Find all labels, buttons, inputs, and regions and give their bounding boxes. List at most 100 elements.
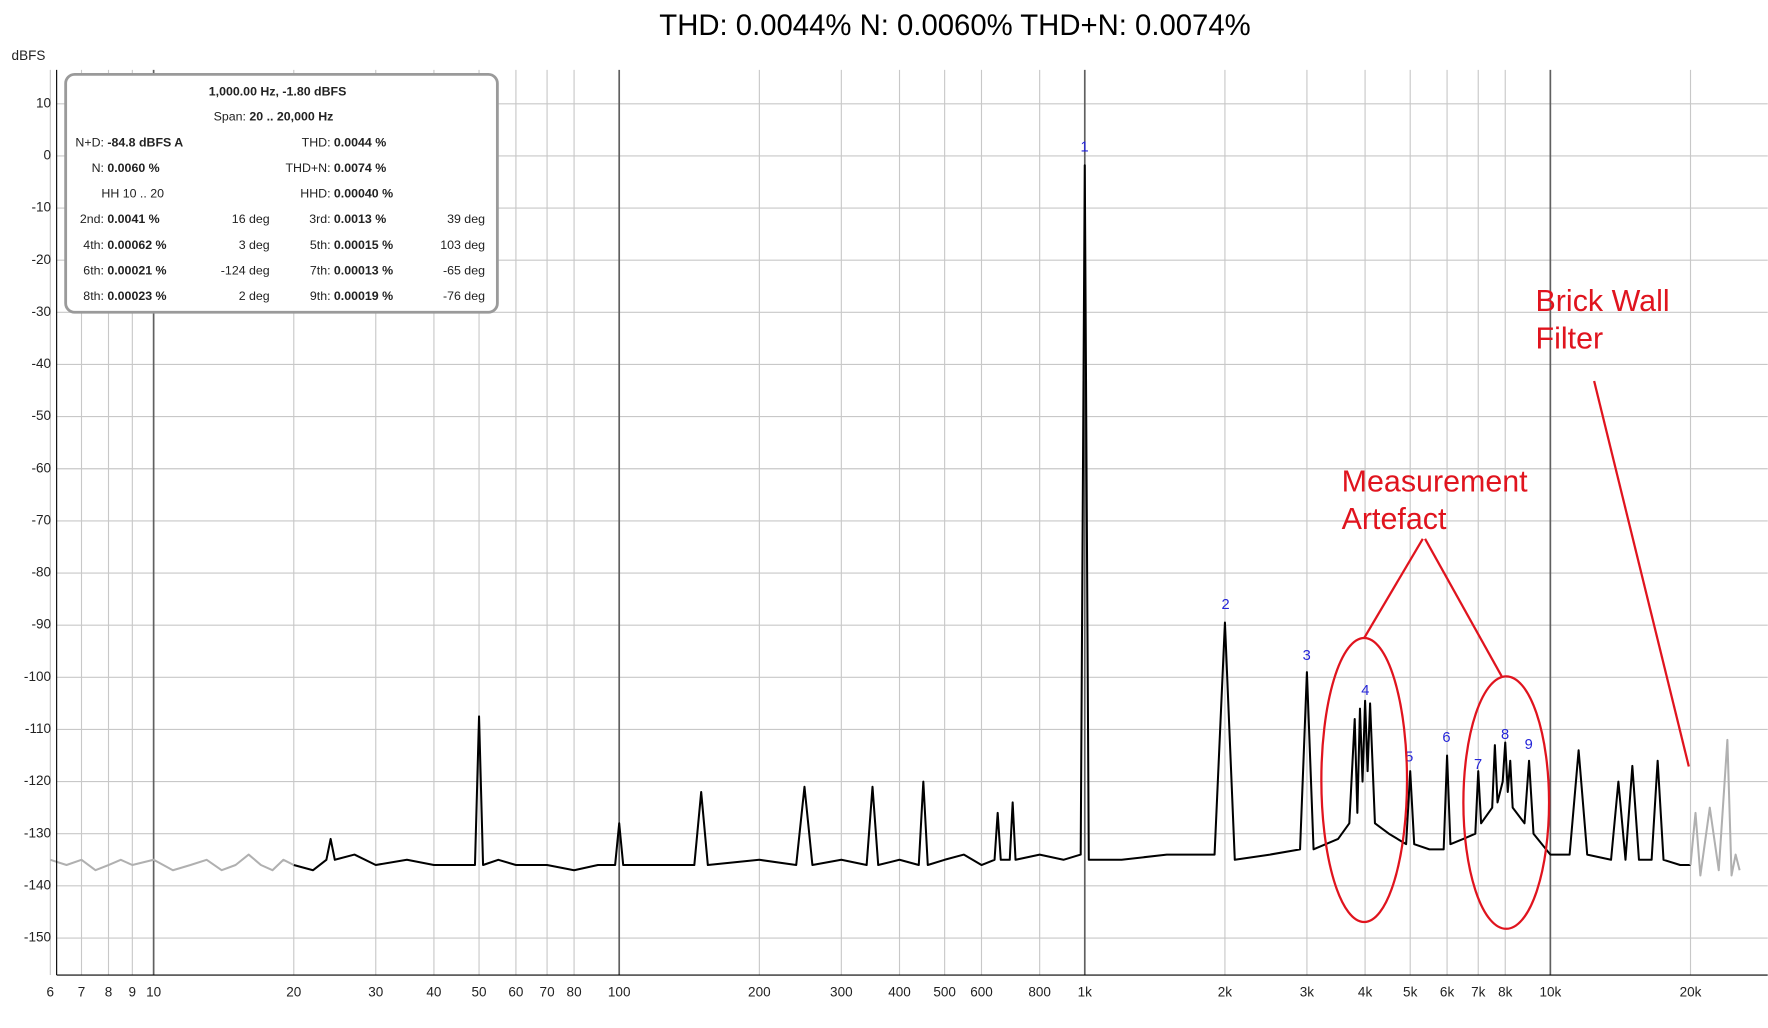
info-value: 20 .. 20,000 Hz [249, 109, 333, 123]
x-tick-label: 1k [1078, 985, 1093, 1000]
info-label: THD: [302, 135, 331, 149]
y-tick-label: -110 [25, 721, 51, 736]
info-label: 9th: [310, 289, 331, 303]
harmonic-label: 6 [1442, 730, 1450, 746]
annotation-arrow [1424, 538, 1503, 677]
harmonic-labels: 1 2 3 4 5 6 7 8 9 [1081, 140, 1533, 774]
info-phase: 2 deg [239, 289, 270, 303]
x-tick-label: 8k [1498, 985, 1513, 1000]
annotation-text: Measurement [1342, 465, 1529, 499]
x-tick-label: 300 [830, 985, 853, 1000]
x-tick-label: 20 [286, 985, 301, 1000]
info-value: 0.00023 % [107, 289, 166, 303]
info-box-frame [64, 72, 499, 314]
x-tick-label: 70 [540, 985, 555, 1000]
info-label: 5th: [310, 238, 331, 252]
y-tick-label: -10 [31, 200, 51, 215]
x-tick-label: 800 [1028, 985, 1051, 1000]
harmonic-label: 2 [1221, 597, 1229, 613]
x-tick-label: 5k [1403, 985, 1418, 1000]
x-tick-label: 50 [472, 985, 487, 1000]
x-tick-label: 4k [1358, 985, 1373, 1000]
x-tick-label: 30 [368, 985, 383, 1000]
y-tick-label: -120 [24, 773, 51, 788]
info-label: HHD: [300, 187, 330, 201]
info-phase: -65 deg [443, 263, 485, 277]
x-tick-label: 3k [1300, 985, 1315, 1000]
x-tick-label: 80 [567, 985, 582, 1000]
x-tick-label: 40 [426, 985, 441, 1000]
x-tick-label: 7 [78, 985, 86, 1000]
x-tick-label: 10 [146, 985, 161, 1000]
info-value: 0.00040 % [334, 187, 393, 201]
y-tick-label: -130 [24, 825, 51, 840]
info-phase: -124 deg [221, 263, 270, 277]
y-tick-label: -50 [31, 408, 51, 423]
info-label: 4th: [83, 238, 104, 252]
info-value: 0.00019 % [334, 289, 393, 303]
info-value: 0.0044 % [334, 135, 386, 149]
y-tick-label: -20 [31, 252, 51, 267]
labels: 100-10-20-30-40-50-60-70-80-90-100-110-1… [24, 95, 1702, 999]
harmonic-label: 4 [1361, 683, 1369, 699]
annotations [1320, 380, 1690, 930]
info-label: HH 10 .. 20 [101, 187, 164, 201]
y-tick-label: -30 [31, 304, 51, 319]
x-tick-label: 100 [608, 985, 631, 1000]
info-value: 0.0013 % [334, 212, 386, 226]
harmonic-label: 8 [1501, 727, 1509, 743]
info-phase: 16 deg [232, 212, 270, 226]
harmonic-label: 9 [1525, 737, 1533, 753]
chart-title: THD: 0.0044% N: 0.0060% THD+N: 0.0074% [659, 9, 1250, 42]
harmonic-label: 7 [1474, 757, 1482, 773]
info-label: Span: [214, 109, 246, 123]
info-value: -84.8 dBFS A [107, 135, 183, 149]
x-tick-label: 2k [1218, 985, 1233, 1000]
info-value: 0.00013 % [334, 263, 393, 277]
y-tick-label: 0 [43, 147, 51, 162]
x-tick-label: 6 [47, 985, 55, 1000]
x-tick-label: 400 [888, 985, 911, 1000]
x-tick-label: 60 [508, 985, 523, 1000]
y-tick-label: -60 [31, 460, 51, 475]
y-tick-label: -140 [24, 877, 51, 892]
annotation-arrow [1363, 538, 1424, 639]
y-tick-label: -80 [31, 565, 51, 580]
y-tick-label: -100 [24, 669, 51, 684]
info-value: 0.0041 % [107, 212, 159, 226]
info-label: THD+N: [286, 161, 331, 175]
info-value: 0.00021 % [107, 263, 166, 277]
info-label: N: [92, 161, 104, 175]
annotation-ellipse [1462, 675, 1551, 930]
info-value: 0.00062 % [107, 238, 166, 252]
annotation-arrow [1593, 380, 1690, 767]
x-tick-label: 9 [129, 985, 137, 1000]
x-tick-label: 8 [105, 985, 113, 1000]
y-axis-label: dBFS [12, 48, 46, 63]
info-phase: -76 deg [443, 289, 485, 303]
x-tick-label: 20k [1680, 985, 1702, 1000]
x-tick-label: 10k [1539, 985, 1561, 1000]
annotation-text: Artefact [1342, 502, 1447, 536]
info-value: 0.0060 % [107, 161, 159, 175]
harmonic-label: 3 [1303, 648, 1311, 664]
y-tick-label: -90 [31, 617, 51, 632]
info-value: 0.0074 % [334, 161, 386, 175]
spectrum-line [1689, 738, 1741, 877]
x-tick-label: 600 [970, 985, 993, 1000]
info-phase: 3 deg [239, 238, 270, 252]
info-label: 8th: [83, 289, 104, 303]
info-label: 3rd: [309, 212, 330, 226]
harmonic-label: 1 [1081, 140, 1089, 156]
annotation-text: Filter [1536, 321, 1604, 355]
info-label: 2nd: [80, 212, 104, 226]
x-tick-label: 200 [748, 985, 771, 1000]
info-header: 1,000.00 Hz, -1.80 dBFS [209, 85, 347, 99]
spectrum-line [50, 853, 295, 872]
annotation-text: Brick Wall [1536, 284, 1670, 318]
y-tick-label: -150 [24, 930, 51, 945]
x-tick-label: 7k [1471, 985, 1486, 1000]
info-label: 7th: [310, 263, 331, 277]
